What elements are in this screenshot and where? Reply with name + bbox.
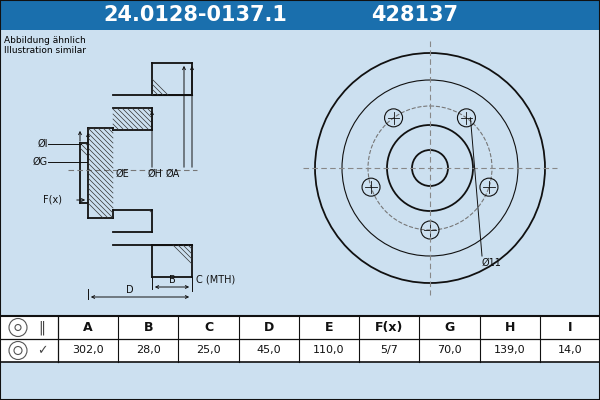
Text: ‖: ‖ bbox=[38, 320, 46, 335]
Text: 5/7: 5/7 bbox=[380, 346, 398, 356]
Text: H: H bbox=[505, 321, 515, 334]
Text: D: D bbox=[126, 285, 134, 295]
Bar bbox=[0, 0, 600, 30]
Text: A: A bbox=[83, 321, 93, 334]
Text: ØE: ØE bbox=[116, 169, 130, 179]
Text: Illustration similar: Illustration similar bbox=[4, 46, 86, 55]
Text: 45,0: 45,0 bbox=[256, 346, 281, 356]
Text: 139,0: 139,0 bbox=[494, 346, 526, 356]
Text: 302,0: 302,0 bbox=[72, 346, 104, 356]
Text: ØH: ØH bbox=[148, 169, 163, 179]
Text: F(x): F(x) bbox=[43, 195, 62, 205]
Text: ØG: ØG bbox=[33, 157, 48, 167]
Text: 428137: 428137 bbox=[371, 5, 458, 25]
Bar bbox=[0, 316, 600, 362]
Text: 24.0128-0137.1: 24.0128-0137.1 bbox=[103, 5, 287, 25]
Text: D: D bbox=[263, 321, 274, 334]
Text: 28,0: 28,0 bbox=[136, 346, 161, 356]
Text: F(x): F(x) bbox=[375, 321, 403, 334]
Text: B: B bbox=[143, 321, 153, 334]
Text: 110,0: 110,0 bbox=[313, 346, 345, 356]
Text: ✓: ✓ bbox=[37, 344, 47, 357]
Text: G: G bbox=[445, 321, 455, 334]
Text: Abbildung ähnlich: Abbildung ähnlich bbox=[4, 36, 86, 45]
Text: C (MTH): C (MTH) bbox=[196, 275, 235, 285]
Text: Ø11: Ø11 bbox=[482, 258, 502, 268]
Text: I: I bbox=[568, 321, 572, 334]
Text: ØI: ØI bbox=[37, 139, 48, 149]
Text: 70,0: 70,0 bbox=[437, 346, 462, 356]
Text: B: B bbox=[169, 275, 175, 285]
Text: ØA: ØA bbox=[166, 169, 180, 179]
Bar bbox=[0, 316, 600, 362]
Text: 14,0: 14,0 bbox=[557, 346, 582, 356]
Text: E: E bbox=[325, 321, 333, 334]
Text: 25,0: 25,0 bbox=[196, 346, 221, 356]
Text: C: C bbox=[204, 321, 213, 334]
